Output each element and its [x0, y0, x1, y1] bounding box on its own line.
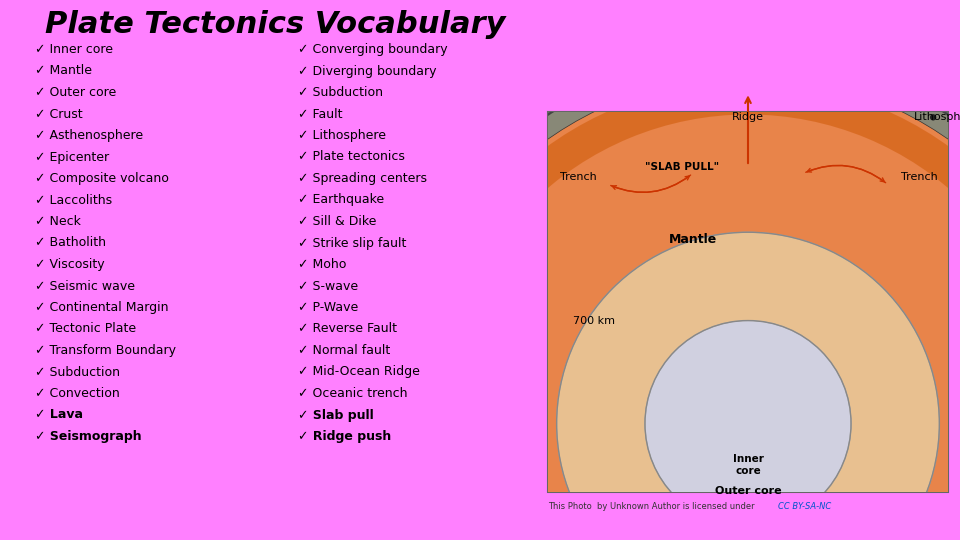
Text: ✓ Ridge push: ✓ Ridge push	[298, 430, 392, 443]
Text: Lithosphere: Lithosphere	[914, 112, 960, 122]
Text: ✓ Transform Boundary: ✓ Transform Boundary	[35, 344, 176, 357]
Text: Outer core: Outer core	[714, 485, 781, 496]
Circle shape	[882, 90, 887, 95]
Circle shape	[645, 321, 851, 526]
Circle shape	[907, 102, 912, 106]
Text: ✓ Lava: ✓ Lava	[35, 408, 83, 422]
Text: ✓ Slab pull: ✓ Slab pull	[298, 408, 373, 422]
Text: ✓ Continental Margin: ✓ Continental Margin	[35, 301, 169, 314]
Text: ✓ P-Wave: ✓ P-Wave	[298, 301, 358, 314]
Text: ✓ Subduction: ✓ Subduction	[298, 86, 383, 99]
Text: ✓ Strike slip fault: ✓ Strike slip fault	[298, 237, 406, 249]
Circle shape	[380, 56, 960, 540]
Circle shape	[804, 68, 808, 73]
Circle shape	[856, 81, 861, 86]
Text: ✓ Mid-Ocean Ridge: ✓ Mid-Ocean Ridge	[298, 366, 420, 379]
Text: CC BY-SA-NC: CC BY-SA-NC	[778, 502, 831, 511]
Circle shape	[557, 232, 940, 540]
Text: ✓ Outer core: ✓ Outer core	[35, 86, 116, 99]
Text: ✓ Tectonic Plate: ✓ Tectonic Plate	[35, 322, 136, 335]
Circle shape	[953, 130, 958, 135]
Text: Inner
core: Inner core	[732, 454, 763, 476]
Text: ✓ Composite volcano: ✓ Composite volcano	[35, 172, 169, 185]
Text: ✓ Plate tectonics: ✓ Plate tectonics	[298, 151, 405, 164]
Text: Trench: Trench	[901, 172, 938, 182]
Text: ✓ Asthenosphere: ✓ Asthenosphere	[35, 129, 143, 142]
Text: "SLAB PULL": "SLAB PULL"	[645, 162, 719, 172]
Text: ✓ Crust: ✓ Crust	[35, 107, 83, 120]
Text: ✓ Fault: ✓ Fault	[298, 107, 343, 120]
Text: ✓ Epicenter: ✓ Epicenter	[35, 151, 109, 164]
Text: ✓ Convection: ✓ Convection	[35, 387, 120, 400]
Text: ✓ Mantle: ✓ Mantle	[35, 64, 92, 78]
Text: ✓ Earthquake: ✓ Earthquake	[298, 193, 384, 206]
Text: ✓ Batholith: ✓ Batholith	[35, 237, 106, 249]
Text: This Photo  by Unknown Author is licensed under: This Photo by Unknown Author is licensed…	[548, 502, 760, 511]
Text: ✓ S-wave: ✓ S-wave	[298, 280, 358, 293]
Circle shape	[777, 65, 781, 70]
Text: ✓ Reverse Fault: ✓ Reverse Fault	[298, 322, 397, 335]
Text: ✓ Subduction: ✓ Subduction	[35, 366, 120, 379]
Text: ✓ Viscosity: ✓ Viscosity	[35, 258, 105, 271]
Circle shape	[830, 73, 835, 78]
Text: ✓ Spreading centers: ✓ Spreading centers	[298, 172, 427, 185]
Text: ✓ Moho: ✓ Moho	[298, 258, 347, 271]
Text: Trench: Trench	[560, 172, 597, 182]
Text: Mantle: Mantle	[669, 233, 717, 246]
Circle shape	[930, 115, 936, 120]
Text: Plate Tectonics Vocabulary: Plate Tectonics Vocabulary	[45, 10, 506, 39]
Text: ✓ Inner core: ✓ Inner core	[35, 43, 113, 56]
Text: ✓ Converging boundary: ✓ Converging boundary	[298, 43, 447, 56]
Text: ✓ Normal fault: ✓ Normal fault	[298, 344, 391, 357]
Text: Ridge: Ridge	[732, 112, 764, 122]
Text: ✓ Neck: ✓ Neck	[35, 215, 81, 228]
Text: ✓ Oceanic trench: ✓ Oceanic trench	[298, 387, 407, 400]
Text: ✓ Sill & Dike: ✓ Sill & Dike	[298, 215, 376, 228]
Bar	[548, 112, 948, 492]
Text: ✓ Laccoliths: ✓ Laccoliths	[35, 193, 112, 206]
Text: 700 km: 700 km	[573, 315, 615, 326]
Text: ✓ Diverging boundary: ✓ Diverging boundary	[298, 64, 437, 78]
Text: ✓ Lithosphere: ✓ Lithosphere	[298, 129, 386, 142]
Text: ✓ Seismic wave: ✓ Seismic wave	[35, 280, 135, 293]
Text: ✓ Seismograph: ✓ Seismograph	[35, 430, 142, 443]
